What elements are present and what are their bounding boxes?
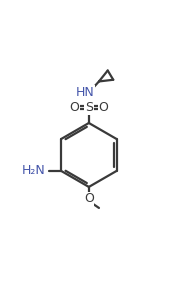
Text: HN: HN (76, 86, 95, 99)
Text: H₂N: H₂N (21, 164, 45, 177)
Text: S: S (85, 100, 93, 113)
Text: O: O (69, 100, 79, 113)
Text: O: O (98, 100, 108, 113)
Text: O: O (84, 192, 94, 205)
